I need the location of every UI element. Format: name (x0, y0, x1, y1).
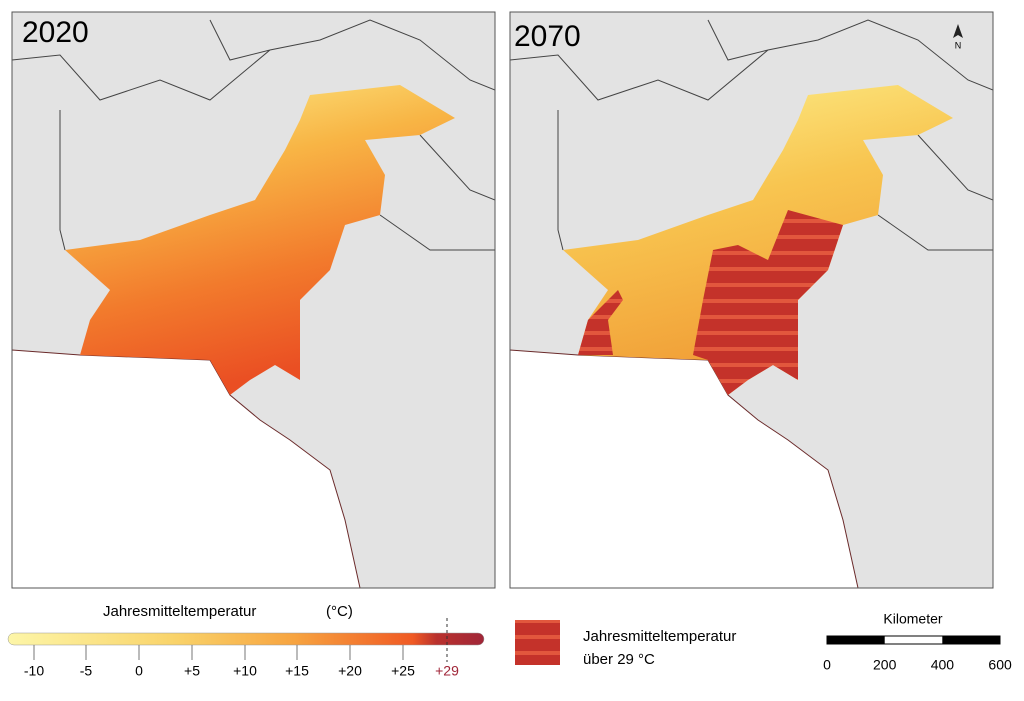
map-2070 (509, 11, 994, 589)
hatch-label: Jahresmitteltemperatur (583, 628, 736, 645)
panel-title: 2020 (22, 16, 89, 49)
tick-label: -10 (24, 663, 44, 679)
scale-segment (827, 636, 885, 644)
scale-label: 400 (931, 657, 955, 673)
panel-border (11, 11, 496, 589)
tick-label: +15 (285, 663, 309, 679)
tick-label: +25 (391, 663, 415, 679)
legend-unit: (°C) (326, 603, 353, 620)
scale-segment (942, 636, 1000, 644)
hatch-swatch (515, 620, 560, 665)
north-arrow (953, 24, 963, 38)
scale-label: 0 (823, 657, 831, 673)
panel-title: 2070 (514, 20, 581, 53)
color-bar (7, 632, 485, 646)
scale-label: 200 (873, 657, 897, 673)
tick-label: 0 (135, 663, 143, 679)
legend-title: Jahresmitteltemperatur (103, 603, 256, 620)
tick-label: -5 (80, 663, 93, 679)
panel-border (509, 11, 994, 589)
tick-label: +5 (184, 663, 200, 679)
tick-label: +10 (233, 663, 257, 679)
tick-label: +20 (338, 663, 362, 679)
scale-title: Kilometer (883, 611, 942, 627)
tick-label: +29 (435, 663, 459, 679)
scale-label: 600 (988, 657, 1012, 673)
map-2020 (12, 12, 495, 588)
hatch-label: über 29 °C (583, 651, 655, 668)
north-label: N (955, 40, 962, 50)
